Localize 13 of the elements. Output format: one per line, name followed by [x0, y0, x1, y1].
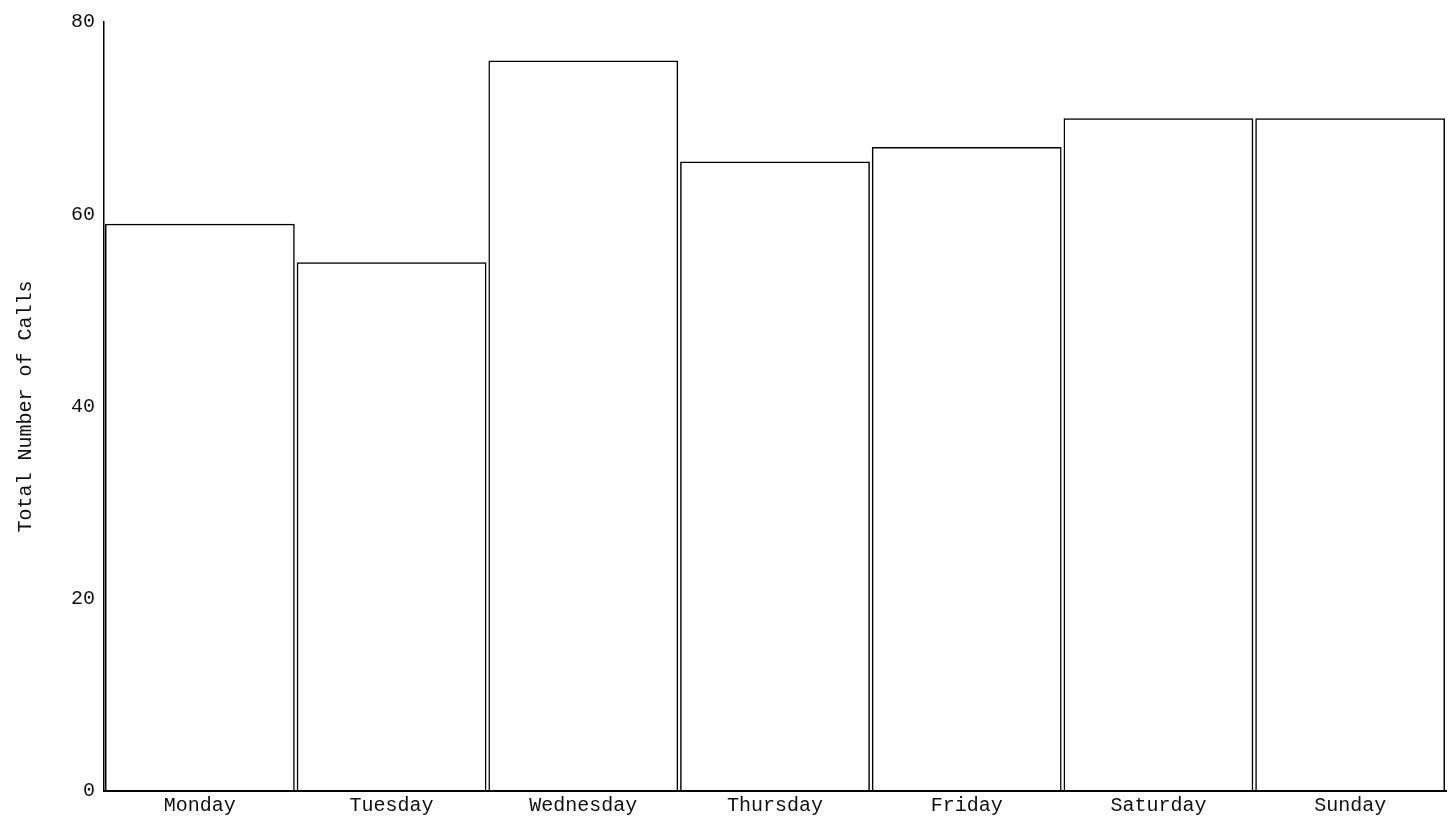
y-tick-label: 40	[70, 394, 95, 418]
x-tick-label: Tuesday	[349, 794, 434, 818]
x-tick-label: Friday	[930, 794, 1003, 818]
y-tick-label: 80	[70, 10, 95, 34]
y-tick-label: 0	[82, 779, 95, 803]
y-tick-label: 20	[70, 587, 95, 611]
y-axis-title: Total Number of Calls	[14, 280, 38, 533]
x-tick-label: Thursday	[726, 794, 824, 818]
x-tick-label: Saturday	[1110, 794, 1207, 818]
x-tick-label: Sunday	[1314, 794, 1387, 818]
x-tick-label: Monday	[163, 794, 236, 818]
x-tick-label: Wednesday	[529, 794, 638, 818]
y-tick-label: 60	[70, 202, 95, 226]
